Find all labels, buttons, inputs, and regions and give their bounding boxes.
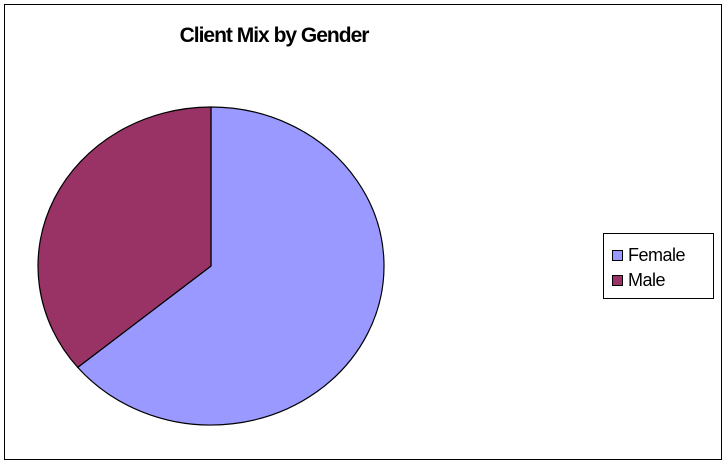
legend-label-female: Female bbox=[628, 244, 686, 265]
legend-label-male: Male bbox=[628, 269, 666, 290]
pie-slice-female bbox=[77, 106, 385, 426]
pie-slices bbox=[37, 106, 385, 426]
pie-slice-male bbox=[37, 106, 212, 368]
chart-title: Client Mix by Gender bbox=[179, 24, 370, 47]
legend-swatch-male bbox=[612, 274, 623, 286]
legend-item-male: Male bbox=[612, 269, 666, 291]
legend-item-female: Female bbox=[612, 244, 686, 266]
legend-swatch-female bbox=[612, 249, 623, 261]
legend: Female Male bbox=[603, 233, 714, 299]
